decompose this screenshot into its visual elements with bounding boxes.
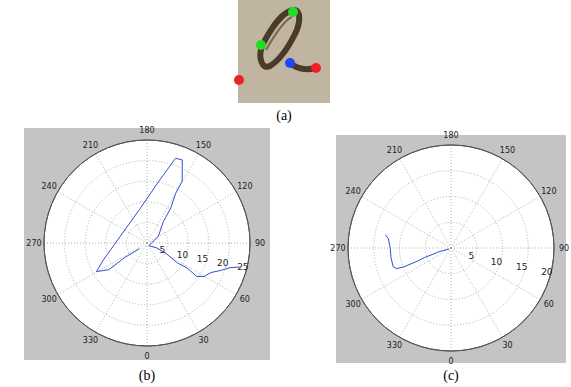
angle-grid-line <box>147 140 148 243</box>
angle-grid-line <box>147 243 250 244</box>
data-group <box>385 235 449 269</box>
angle-grid-line <box>58 243 147 295</box>
photo-shade <box>238 0 330 103</box>
angle-grid-line <box>400 248 452 337</box>
angle-grid-line <box>147 243 236 295</box>
caption: (b) <box>139 368 156 384</box>
caption: (c) <box>443 368 459 384</box>
angle-grid-line <box>362 248 451 300</box>
radial-tick-label: 20 <box>217 258 229 268</box>
angle-tick-label: 120 <box>237 182 252 191</box>
keypoint <box>234 75 244 85</box>
data-group <box>96 158 239 276</box>
angle-tick-label: 270 <box>26 239 41 248</box>
radial-grid-line <box>65 161 230 326</box>
radial-grid-line <box>85 181 209 305</box>
angle-tick-label: 90 <box>255 239 265 248</box>
radial-tick-label: 10 <box>177 250 189 260</box>
radial-tick-label: 5 <box>468 251 474 261</box>
radial-tick-label: 10 <box>491 257 503 267</box>
radial-grid-line <box>425 222 477 274</box>
angle-tick-label: 30 <box>502 341 512 350</box>
range-boundary <box>44 140 250 346</box>
panel-a: (a) <box>234 0 330 124</box>
polar-line <box>385 235 449 269</box>
angle-tick-label: 150 <box>500 146 515 155</box>
angle-tick-label: 60 <box>544 300 554 309</box>
angle-grid-line <box>451 145 452 248</box>
angle-grid-line <box>147 243 199 332</box>
angle-grid-line <box>451 159 503 248</box>
radial-tick-label: 15 <box>197 254 208 264</box>
polar-chart: 0 30 60 90 120 150 180 210 240 270 300 330 5 10 15 20 (c… <box>330 131 569 385</box>
plot-background <box>336 135 566 363</box>
angle-tick-label: 210 <box>83 141 98 150</box>
radial-grid-line <box>400 197 503 300</box>
angle-grid-line <box>147 192 236 244</box>
plot-background <box>24 128 270 360</box>
angle-grid-line <box>400 159 452 248</box>
angle-grid-line <box>348 248 451 249</box>
photo-stroke <box>260 10 316 69</box>
angle-grid-line <box>96 154 148 243</box>
angle-grid-line <box>451 197 540 249</box>
caption: (a) <box>276 108 292 124</box>
radial-axis-line <box>44 140 250 346</box>
angle-tick-label: 180 <box>443 131 458 140</box>
angle-tick-label: 0 <box>144 352 149 361</box>
radial-tick-label: 20 <box>541 267 553 277</box>
angle-tick-label: 240 <box>345 187 360 196</box>
angle-grid-line <box>147 243 148 346</box>
polar-line <box>96 158 239 276</box>
radial-tick-label: 15 <box>516 262 527 272</box>
figure: (a)0306090120150180210240270300330510152… <box>0 0 571 387</box>
angle-tick-label: 300 <box>41 295 56 304</box>
angle-tick-label: 30 <box>198 336 208 345</box>
polar-area <box>44 140 250 346</box>
photo-stroke-inner <box>266 17 292 50</box>
angle-grid-line <box>147 154 199 243</box>
radial-grid-line <box>106 202 188 284</box>
range-boundary <box>348 145 554 351</box>
angle-tick-label: 180 <box>139 126 154 135</box>
polar-chart: 0306090120150180210240270300330510152025… <box>24 126 270 385</box>
angle-tick-label: 330 <box>387 341 402 350</box>
keypoint <box>311 63 321 73</box>
angle-tick-label: 90 <box>559 244 569 253</box>
keypoint <box>285 58 295 68</box>
photo-background <box>238 0 330 103</box>
angle-tick-label: 240 <box>41 182 56 191</box>
angle-tick-label: 210 <box>387 146 402 155</box>
radial-axis-line <box>348 145 554 351</box>
angle-grid-line <box>96 243 148 332</box>
angle-tick-label: 120 <box>541 187 556 196</box>
keypoint <box>288 7 298 17</box>
angle-tick-label: 150 <box>196 141 211 150</box>
angle-grid-line <box>362 197 451 249</box>
angle-tick-label: 330 <box>83 336 98 345</box>
keypoint <box>256 40 266 50</box>
angle-tick-label: 0 <box>448 357 453 366</box>
angle-tick-label: 300 <box>345 300 360 309</box>
angle-grid-line <box>44 243 147 244</box>
polar-area <box>348 145 554 351</box>
angle-tick-label: 270 <box>330 244 345 253</box>
angle-grid-line <box>451 248 503 337</box>
angle-tick-label: 60 <box>240 295 250 304</box>
radial-grid-line <box>374 171 529 326</box>
angle-grid-line <box>451 248 540 300</box>
